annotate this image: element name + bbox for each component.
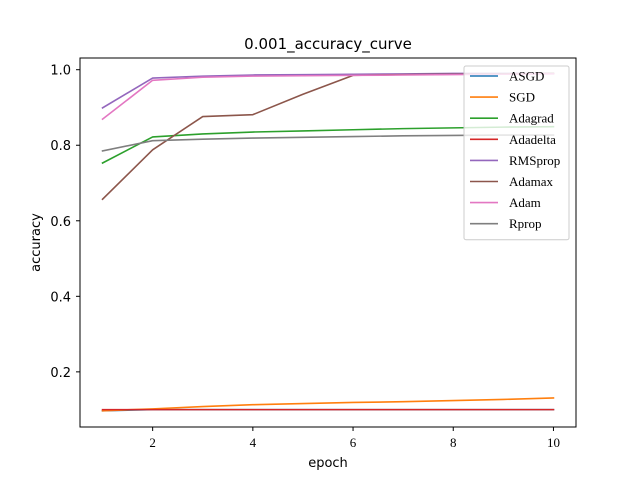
legend-label: Adamax bbox=[509, 174, 554, 189]
axes-frame bbox=[79, 57, 577, 428]
x-axis-label: epoch bbox=[308, 456, 348, 471]
legend-label: RMSprop bbox=[509, 153, 560, 168]
x-tick-label: 10 bbox=[547, 435, 560, 450]
x-tick-label: 2 bbox=[149, 435, 156, 450]
y-tick-label: 0.8 bbox=[50, 139, 71, 154]
x-tick-label: 4 bbox=[250, 435, 257, 450]
x-axis-ticks: 2 4 6 8 10 bbox=[149, 427, 560, 450]
y-axis-label: accuracy bbox=[29, 213, 44, 272]
x-tick-label: 8 bbox=[450, 435, 457, 450]
chart-title: 0.001_accuracy_curve bbox=[244, 35, 412, 54]
y-tick-label: 1.0 bbox=[50, 64, 71, 79]
legend-label: ASGD bbox=[509, 69, 544, 84]
legend-label: Adadelta bbox=[509, 132, 556, 147]
y-tick-label: 0.4 bbox=[50, 290, 71, 305]
legend-label: Adam bbox=[509, 195, 541, 210]
series-line-sgd bbox=[101, 397, 555, 412]
legend: ASGD SGD Adagrad Adadelta RMSprop Adamax Adam R… bbox=[463, 65, 570, 241]
legend-label: Rprop bbox=[509, 216, 542, 231]
x-tick-label: 6 bbox=[350, 435, 357, 450]
legend-box bbox=[463, 65, 570, 241]
legend-label: SGD bbox=[509, 90, 535, 105]
y-tick-label: 0.6 bbox=[50, 215, 71, 230]
y-tick-label: 0.2 bbox=[50, 366, 71, 381]
y-axis-ticks: 0.2 0.4 0.6 0.8 1.0 bbox=[50, 64, 80, 381]
legend-label: Adagrad bbox=[509, 111, 554, 126]
